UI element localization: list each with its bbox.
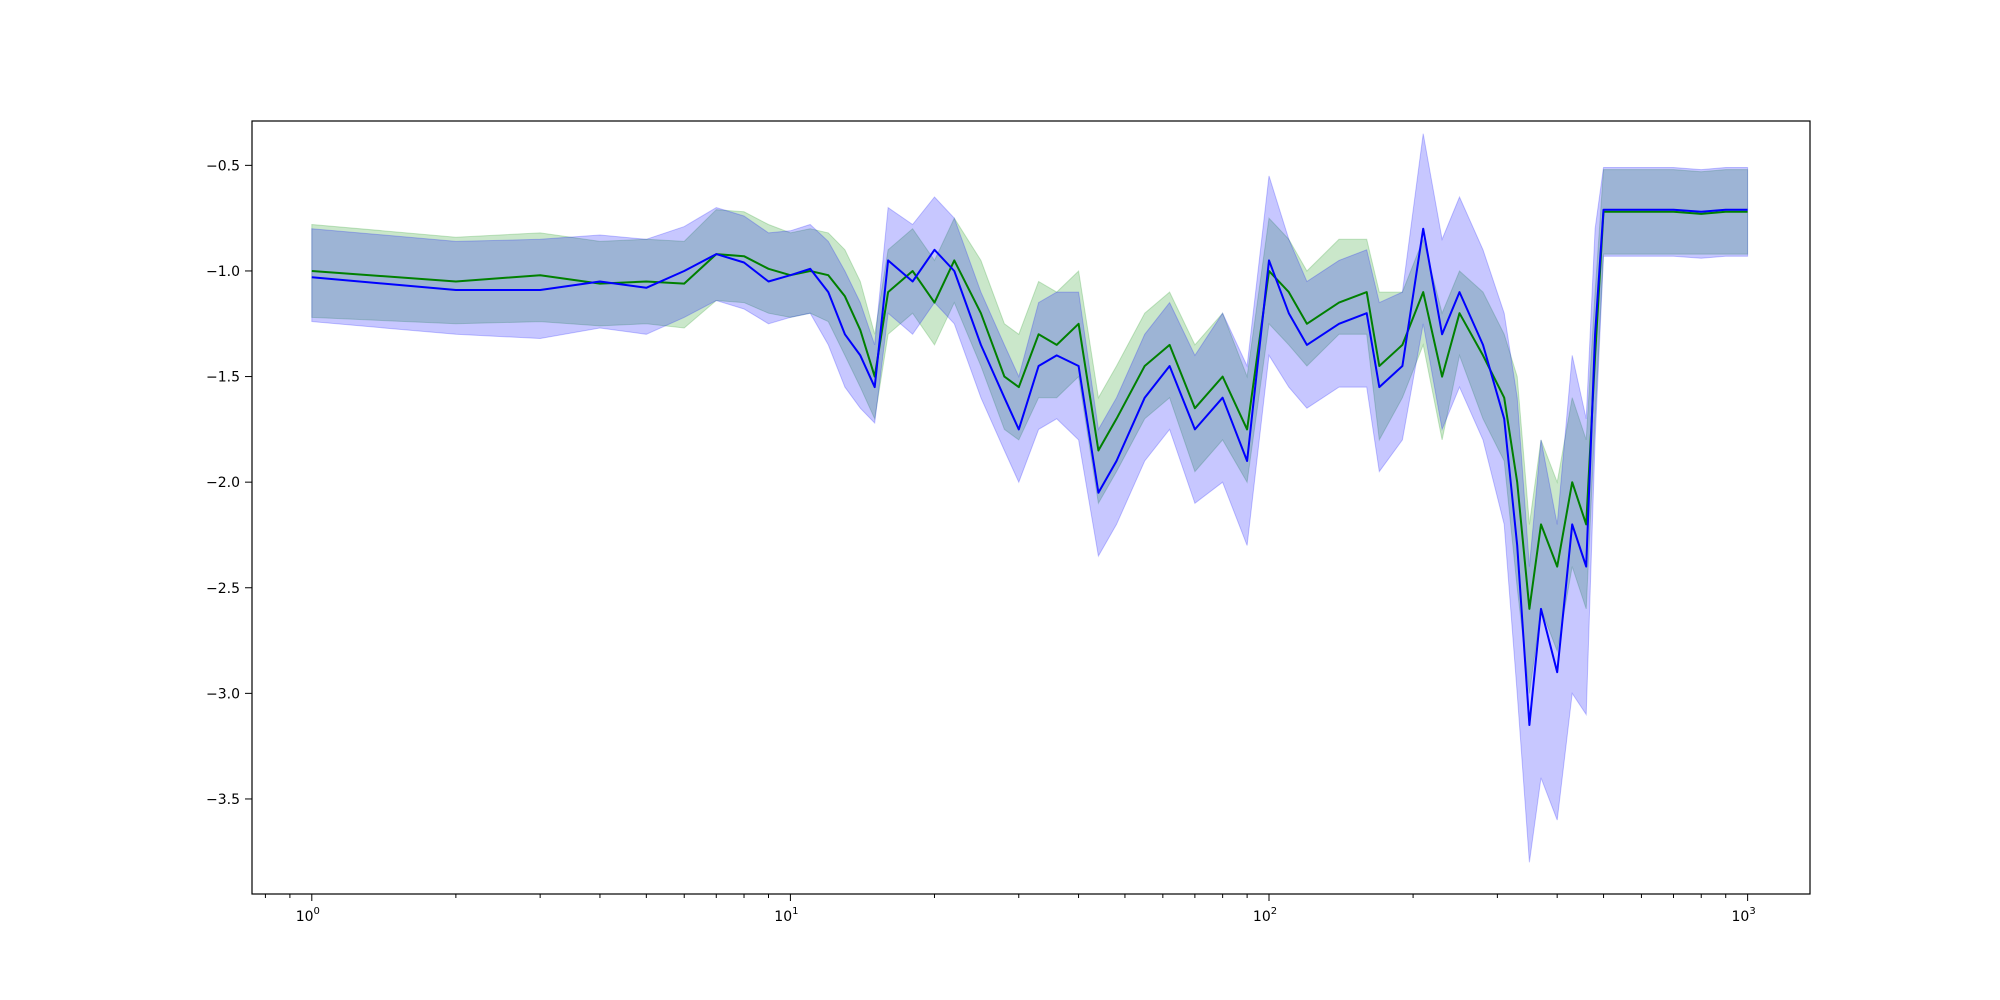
series-1-line (311, 208, 1748, 726)
x-tick-label-3: 103 (1732, 906, 1756, 925)
series-1-band (311, 133, 1749, 863)
y-tick-label-3: −2.0 (206, 475, 240, 491)
x-axis-ticks: 100 101 102 103 (264, 894, 1756, 925)
y-tick-label-0: −0.5 (206, 158, 240, 174)
x-tick-label-0: 100 (296, 906, 320, 925)
x-tick-label-2: 102 (1253, 906, 1277, 925)
y-axis-ticks: −0.5 −1.0 −1.5 −2.0 −2.5 −3.0 −3.5 (206, 158, 252, 808)
series-lines (311, 208, 1748, 726)
y-tick-label-6: −3.5 (206, 792, 240, 808)
series-0-band (311, 169, 1749, 694)
y-tick-label-5: −3.0 (206, 686, 240, 702)
y-tick-label-1: −1.0 (206, 264, 240, 280)
confidence-bands (311, 133, 1749, 863)
y-tick-label-2: −1.5 (206, 370, 240, 386)
x-tick-label-1: 101 (774, 906, 798, 925)
y-tick-label-4: −2.5 (206, 581, 240, 597)
axes-frame (251, 120, 1811, 895)
